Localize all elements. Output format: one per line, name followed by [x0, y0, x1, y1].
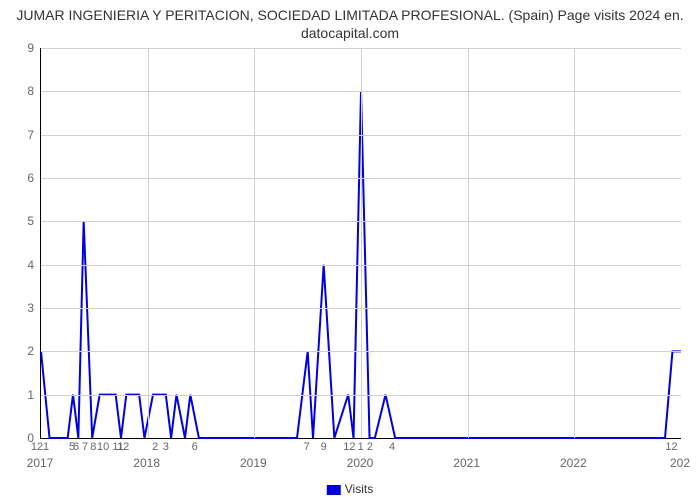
- gridline-v: [254, 48, 255, 438]
- ytick-label: 8: [4, 84, 34, 98]
- ytick-label: 1: [4, 388, 34, 402]
- xtick-major-label: 2018: [133, 456, 160, 470]
- xtick-minor-label: 12: [117, 441, 129, 453]
- gridline-v: [468, 48, 469, 438]
- title-line2: datocapital.com: [301, 25, 399, 41]
- ytick-label: 6: [4, 171, 34, 185]
- ytick-label: 4: [4, 258, 34, 272]
- xtick-major-label: 2017: [27, 456, 54, 470]
- xtick-minor-label: 6 7: [73, 441, 88, 453]
- xtick-minor-label: 121: [31, 441, 49, 453]
- legend-label: Visits: [345, 482, 373, 496]
- xtick-major-label: 2022: [560, 456, 587, 470]
- ytick-label: 9: [4, 41, 34, 55]
- xtick-minor-label: 4: [389, 441, 395, 453]
- gridline-v: [148, 48, 149, 438]
- ytick-label: 7: [4, 128, 34, 142]
- line-chart: JUMAR INGENIERIA Y PERITACION, SOCIEDAD …: [0, 0, 700, 500]
- xtick-major-label: 2019: [240, 456, 267, 470]
- xtick-minor-label: 6: [192, 441, 198, 453]
- ytick-label: 2: [4, 344, 34, 358]
- xtick-minor-label: 7: [304, 441, 310, 453]
- ytick-label: 0: [4, 431, 34, 445]
- xtick-major-label: 202: [670, 456, 690, 470]
- xtick-minor-label: 3: [163, 441, 169, 453]
- title-line1: JUMAR INGENIERIA Y PERITACION, SOCIEDAD …: [16, 7, 683, 23]
- ytick-label: 5: [4, 214, 34, 228]
- plot-area: [40, 48, 681, 439]
- gridline-v: [361, 48, 362, 438]
- ytick-label: 3: [4, 301, 34, 315]
- gridline-v: [574, 48, 575, 438]
- xtick-minor-label: 1 2: [358, 441, 373, 453]
- xtick-minor-label: 8: [90, 441, 96, 453]
- xtick-major-label: 2020: [347, 456, 374, 470]
- xtick-minor-label: 9: [321, 441, 327, 453]
- xtick-major-label: 2021: [453, 456, 480, 470]
- legend-swatch: [327, 485, 341, 495]
- chart-title: JUMAR INGENIERIA Y PERITACION, SOCIEDAD …: [0, 0, 700, 42]
- xtick-minor-label: 2: [152, 441, 158, 453]
- legend: Visits: [327, 482, 373, 496]
- xtick-minor-label: 12: [665, 441, 677, 453]
- xtick-minor-label: 12: [343, 441, 355, 453]
